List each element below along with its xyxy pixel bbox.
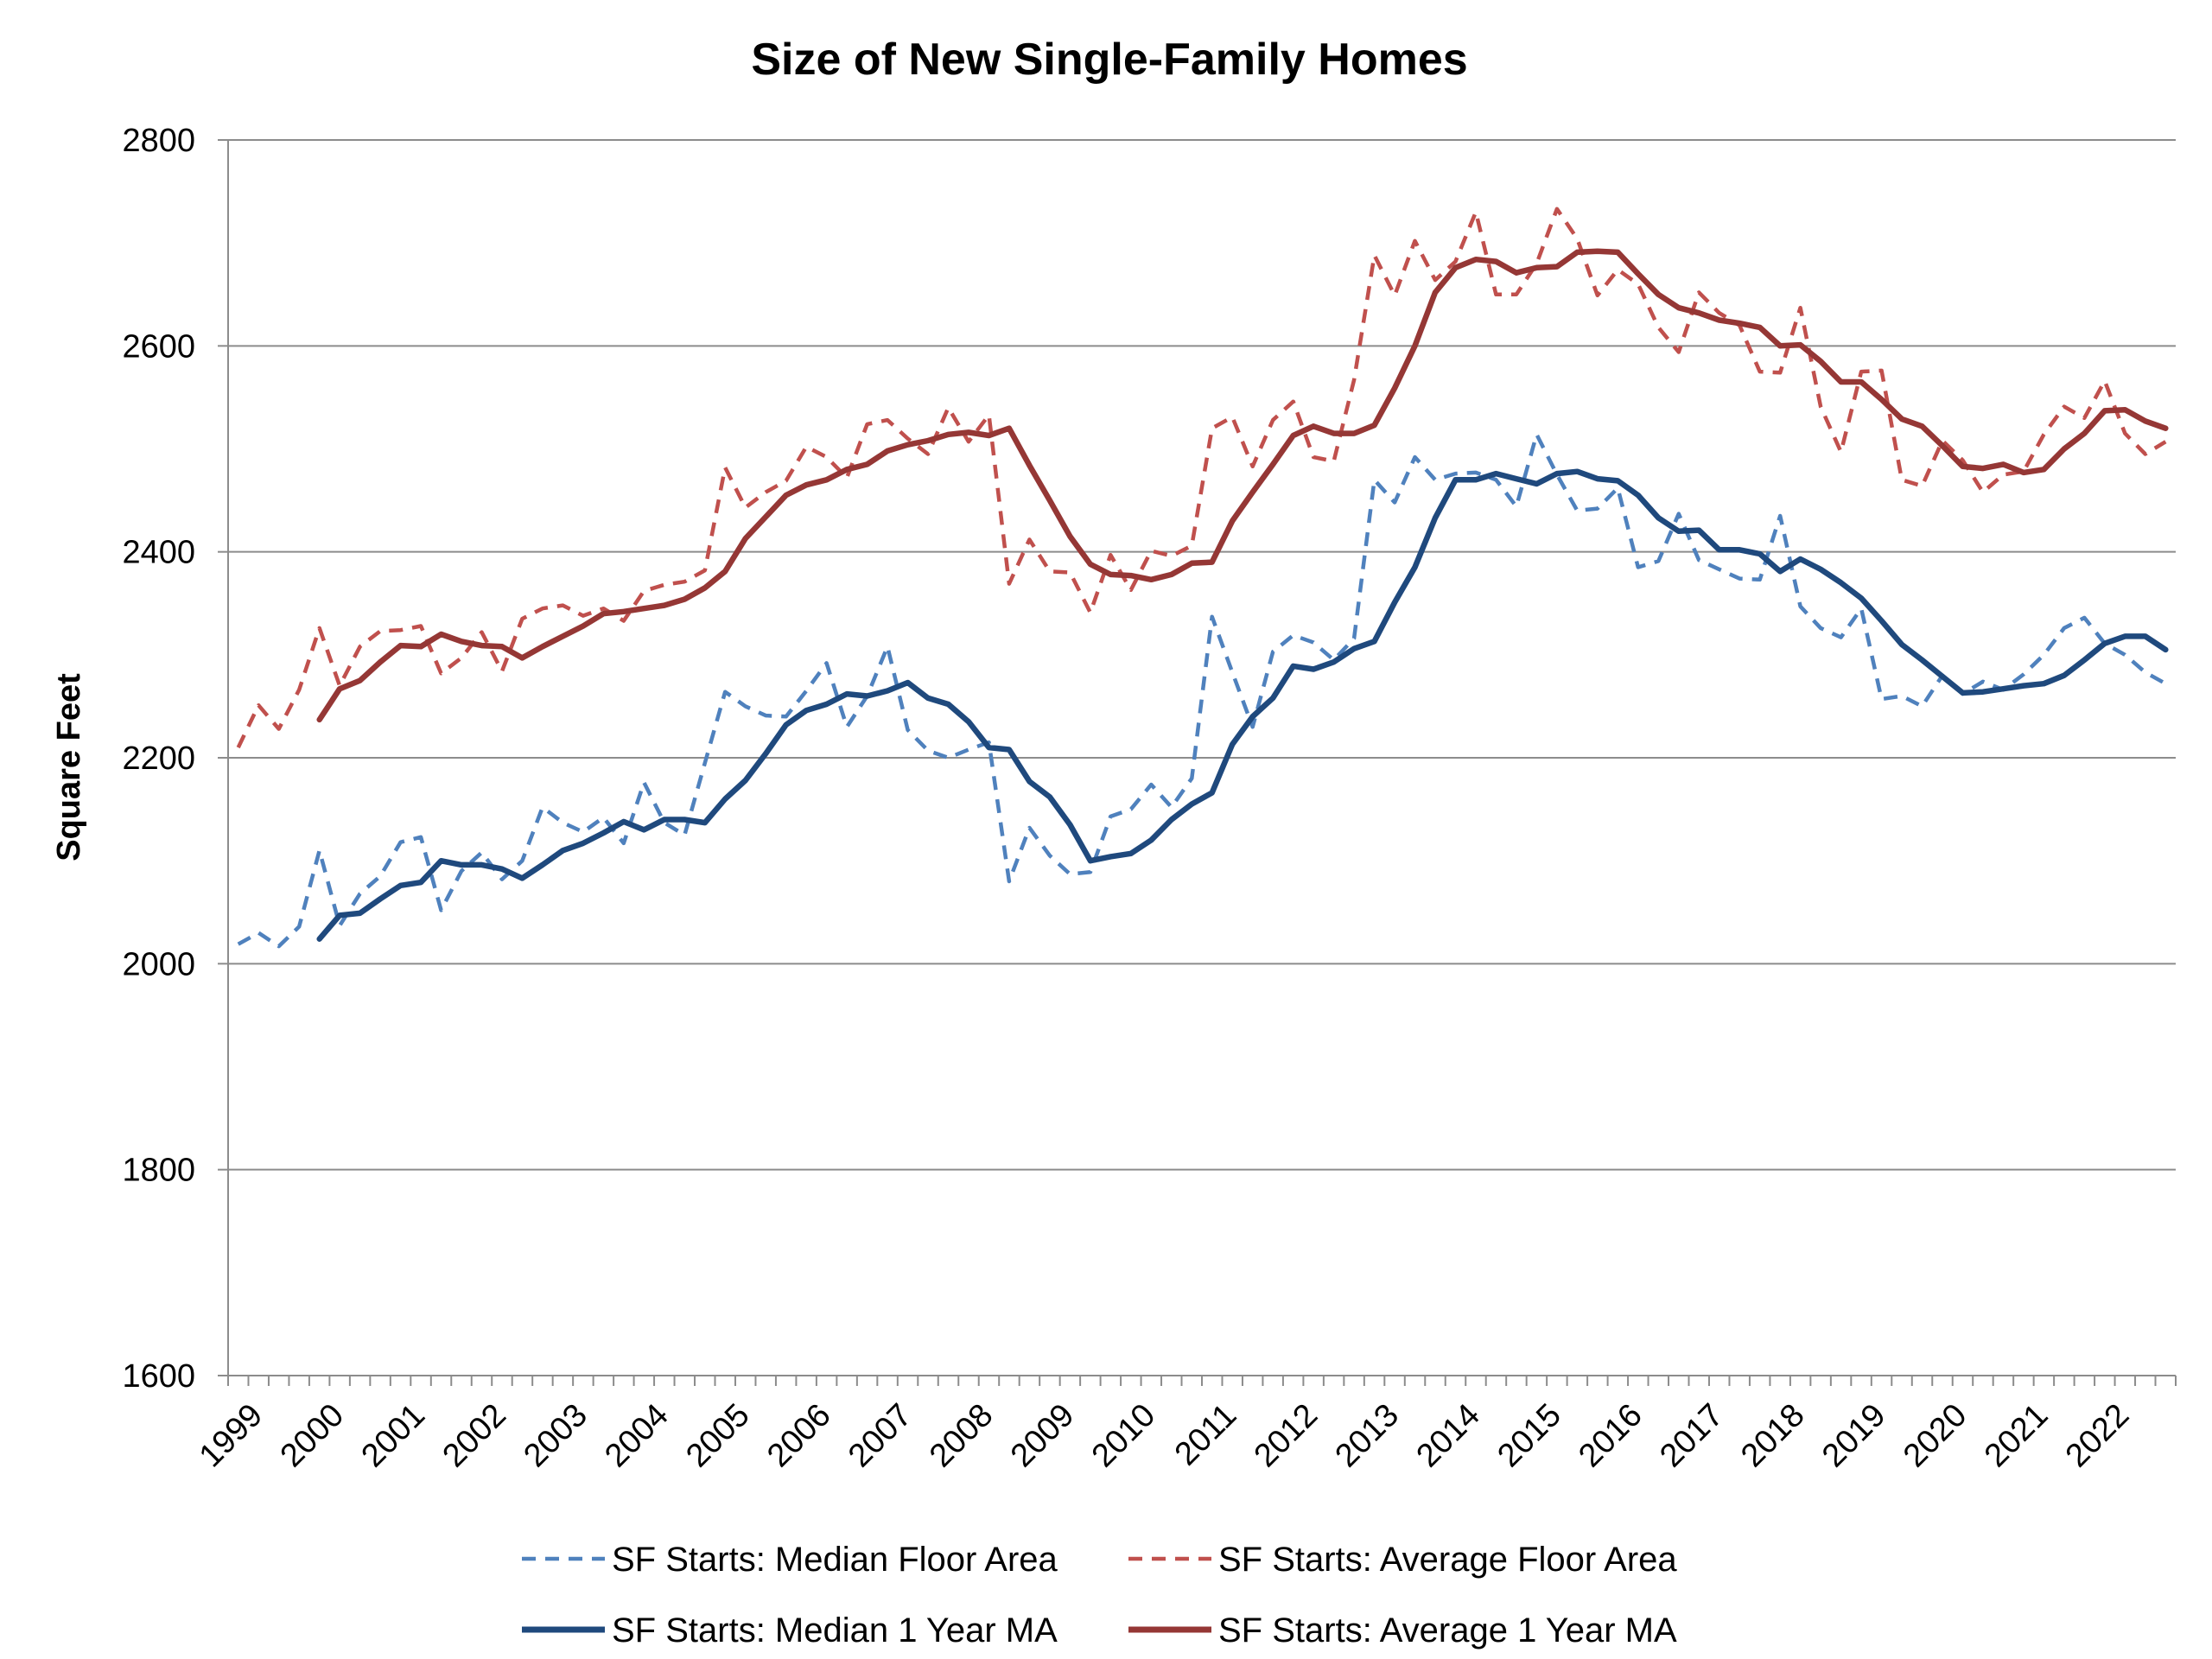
x-tick-label-2000: 2000 [274,1397,351,1474]
y-axis-label: Square Feet [51,673,87,861]
x-tick-label-2002: 2002 [436,1397,513,1474]
x-tick-label-2010: 2010 [1085,1397,1162,1474]
x-tick-label-2014: 2014 [1410,1397,1487,1474]
y-tick-label-2800: 2800 [122,123,195,159]
x-tick-label-2013: 2013 [1329,1397,1406,1474]
legend-label-sf-starts-average-1-year-ma: SF Starts: Average 1 Year MA [1218,1611,1677,1649]
x-tick-label-2005: 2005 [679,1397,756,1474]
x-tick-label-2009: 2009 [1004,1397,1081,1474]
x-axis-ticks: 1999 2000 2001 2002 2003 2004 2005 2006 2007 2008… [193,1376,2177,1474]
x-tick-label-2003: 2003 [517,1397,594,1474]
x-tick-label-2008: 2008 [923,1397,1000,1474]
x-tick-label-2004: 2004 [598,1397,675,1474]
series-line-sf-starts-median-floor-area [237,432,2167,949]
series-line-sf-starts-average-1-year-ma [316,248,2169,723]
series-layer [236,207,2169,949]
x-tick-label-2020: 2020 [1897,1397,1974,1474]
x-tick-label-2007: 2007 [842,1397,918,1474]
x-tick-label-2015: 2015 [1491,1397,1567,1474]
y-axis-ticks: 1600 1800 2000 2200 2400 2600 2800 [122,123,228,1395]
legend-label-sf-starts-median-floor-area: SF Starts: Median Floor Area [612,1541,1058,1579]
legend: SF Starts: Median Floor Area SF Starts: A… [522,1541,1677,1649]
legend-label-sf-starts-median-1-year-ma: SF Starts: Median 1 Year MA [612,1611,1058,1649]
x-tick-label-2022: 2022 [2059,1397,2136,1474]
legend-label-sf-starts-average-floor-area: SF Starts: Average Floor Area [1218,1541,1677,1579]
chart-title: Size of New Single-Family Homes [751,35,1467,85]
x-tick-label-2021: 2021 [1978,1397,2055,1474]
x-tick-label-2016: 2016 [1572,1397,1649,1474]
y-tick-label-1600: 1600 [122,1358,195,1395]
gridlines [228,139,2176,1171]
x-tick-label-2006: 2006 [760,1397,837,1474]
x-tick-label-2018: 2018 [1734,1397,1811,1474]
series-line-sf-starts-median-1-year-ma [316,468,2169,942]
series-line-sf-starts-average-floor-area [236,207,2167,749]
y-tick-label-2000: 2000 [122,946,195,982]
x-tick-label-2001: 2001 [355,1397,432,1474]
x-tick-label-1999: 1999 [193,1397,270,1474]
y-tick-label-2400: 2400 [122,535,195,571]
y-tick-label-1800: 1800 [122,1153,195,1189]
x-tick-label-2011: 2011 [1168,1397,1243,1472]
x-tick-label-2012: 2012 [1248,1397,1325,1474]
y-tick-label-2200: 2200 [122,741,195,777]
x-tick-label-2019: 2019 [1815,1397,1892,1474]
x-tick-label-2017: 2017 [1653,1397,1730,1474]
y-tick-label-2600: 2600 [122,328,195,365]
